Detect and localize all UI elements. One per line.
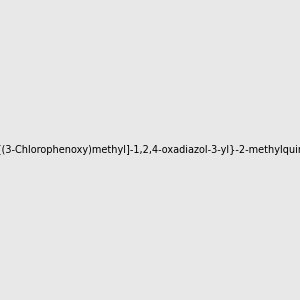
Text: 4-{5-[(3-Chlorophenoxy)methyl]-1,2,4-oxadiazol-3-yl}-2-methylquinoline: 4-{5-[(3-Chlorophenoxy)methyl]-1,2,4-oxa… (0, 145, 300, 155)
